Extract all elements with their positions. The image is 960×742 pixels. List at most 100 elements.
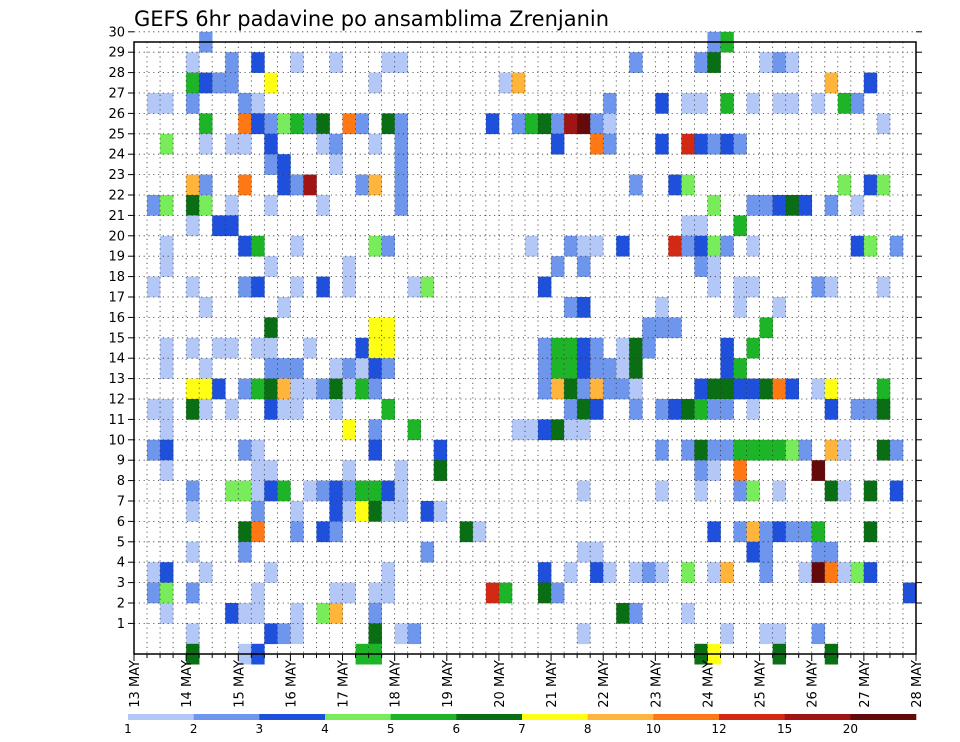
heatmap-cell (733, 297, 747, 318)
heatmap-cell (694, 399, 708, 420)
heatmap-cell (577, 541, 591, 563)
heatmap-cell (342, 378, 356, 400)
heatmap-cell (811, 378, 826, 400)
heatmap-cell (590, 337, 604, 359)
heatmap-cell (186, 501, 200, 522)
heatmap-cell (368, 317, 382, 339)
heatmap-cell (733, 378, 747, 400)
heatmap-cell (199, 72, 213, 94)
heatmap-cell (655, 562, 669, 583)
heatmap-cell (199, 195, 213, 216)
heatmap-cell (342, 480, 356, 502)
heatmap-cell (407, 419, 422, 441)
heatmap-cell (160, 195, 174, 216)
heatmap-cell (277, 154, 291, 175)
heatmap-cell (485, 582, 500, 604)
heatmap-cell (746, 337, 760, 359)
heatmap-cell (785, 195, 799, 216)
heatmap-cell (160, 337, 174, 359)
y-tick-label: 7 (117, 495, 125, 510)
heatmap-cell (616, 235, 630, 257)
heatmap-cell (394, 623, 408, 645)
heatmap-cell (538, 337, 552, 359)
heatmap-cell (733, 276, 747, 298)
heatmap-cell (603, 93, 617, 114)
heatmap-cell (199, 297, 213, 318)
heatmap-cell (577, 399, 591, 420)
heatmap-cell (668, 399, 682, 420)
heatmap-cell (186, 215, 200, 237)
heatmap-cell (394, 52, 408, 73)
heatmap-cell (772, 52, 786, 73)
heatmap-cell (681, 174, 695, 196)
heatmap-cell (603, 133, 617, 155)
heatmap-cell (147, 195, 161, 216)
heatmap-cell (538, 358, 552, 379)
heatmap-cell (655, 480, 669, 502)
heatmap-cell (759, 317, 773, 339)
heatmap-cell (238, 113, 252, 135)
colorbar-swatch (522, 714, 588, 720)
heatmap-cell (564, 419, 578, 441)
heatmap-cell (772, 623, 786, 645)
heatmap-cell (551, 256, 565, 277)
colorbar-label: 1 (124, 722, 132, 736)
heatmap-cell (381, 317, 395, 339)
heatmap-cell (876, 113, 891, 135)
x-tick-label: 17 MAY (337, 660, 352, 708)
colorbar-label: 15 (777, 722, 792, 736)
heatmap-cell (642, 562, 656, 583)
heatmap-cell (655, 297, 669, 318)
heatmap-cell (876, 276, 891, 298)
x-tick-label: 14 MAY (180, 660, 195, 708)
grid-lines (134, 31, 916, 654)
heatmap-cell (277, 399, 291, 420)
heatmap-cell (720, 399, 734, 420)
heatmap-cell (251, 480, 265, 502)
y-tick-label: 18 (108, 270, 125, 285)
heatmap-cell (525, 235, 539, 257)
heatmap-cell (811, 562, 826, 583)
heatmap-cell (264, 378, 278, 400)
heatmap-cell (225, 195, 239, 216)
heatmap-cell (668, 174, 682, 196)
y-tick-label: 29 (108, 46, 125, 61)
heatmap-cell (251, 603, 265, 624)
heatmap-cell (381, 52, 395, 73)
heatmap-cell (186, 541, 200, 563)
heatmap-cell (238, 235, 252, 257)
heatmap-cell (225, 133, 239, 155)
heatmap-cell (668, 235, 682, 257)
heatmap-cell (564, 358, 578, 379)
heatmap-cell (407, 623, 422, 645)
heatmap-cell (394, 195, 408, 216)
heatmap-cell (798, 195, 813, 216)
heatmap-cell (381, 235, 395, 257)
heatmap-cell (590, 235, 604, 257)
heatmap-cell (629, 562, 643, 583)
y-tick-label: 13 (108, 372, 125, 387)
heatmap-cell (590, 562, 604, 583)
colorbar-label: 3 (256, 722, 264, 736)
heatmap-cell (251, 460, 265, 481)
heatmap-cell (824, 276, 839, 298)
heatmap-cell (199, 113, 213, 135)
heatmap-cell (368, 72, 382, 94)
heatmap-cell (577, 337, 591, 359)
colorbar-swatch (850, 714, 917, 720)
heatmap-cell (147, 582, 161, 604)
heatmap-cell (720, 358, 734, 379)
heatmap-cell (147, 562, 161, 583)
heatmap-cell (368, 439, 382, 461)
x-tick-label: 20 MAY (493, 660, 508, 708)
heatmap-cell (746, 378, 760, 400)
heatmap-cell (342, 358, 356, 379)
heatmap-cell (368, 133, 382, 155)
heatmap-cell (342, 276, 356, 298)
heatmap-cell (290, 113, 304, 135)
heatmap-cell (707, 439, 721, 461)
heatmap-cell (746, 235, 760, 257)
heatmap-cell (707, 399, 721, 420)
heatmap-cell (264, 133, 278, 155)
heatmap-cell (694, 133, 708, 155)
